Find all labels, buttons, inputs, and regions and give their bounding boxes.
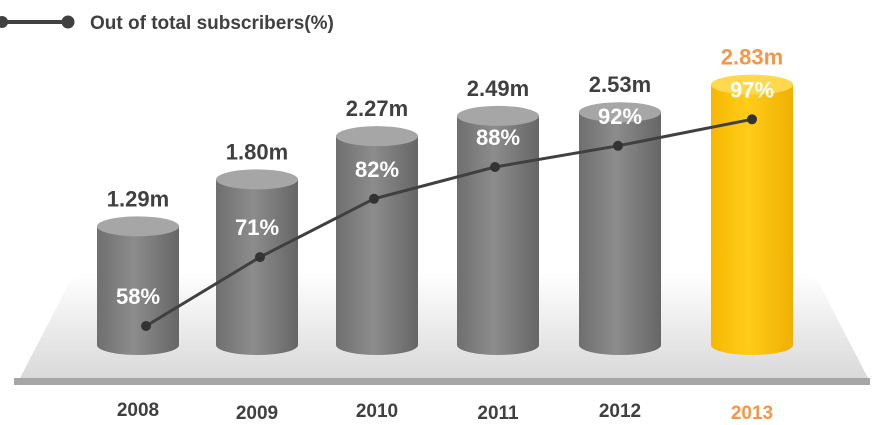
category-label-2008: 2008 — [117, 400, 159, 421]
bar-top-2011 — [457, 106, 539, 126]
category-label-2012: 2012 — [599, 401, 641, 422]
percent-point-2010 — [369, 194, 379, 204]
value-label-2008: 1.29m — [107, 186, 169, 211]
value-label-2009: 1.80m — [226, 139, 288, 164]
percent-label-2011: 88% — [476, 125, 520, 150]
value-label-2013: 2.83m — [721, 45, 783, 70]
value-label-2011: 2.49m — [467, 76, 529, 101]
percent-label-2010: 82% — [355, 157, 399, 182]
percent-point-2011 — [490, 162, 500, 172]
bar-top-2008 — [97, 216, 179, 236]
percent-label-2013: 97% — [730, 77, 774, 102]
bar-top-2009 — [216, 169, 298, 189]
percent-point-2012 — [613, 141, 623, 151]
percent-point-2009 — [255, 252, 265, 262]
legend-label: Out of total subscribers(%) — [90, 13, 334, 34]
percent-label-2008: 58% — [116, 284, 160, 309]
bar-body-2011 — [457, 116, 539, 355]
bar-2009 — [216, 169, 298, 355]
category-label-2013: 2013 — [731, 403, 773, 424]
category-label-2010: 2010 — [356, 401, 398, 422]
value-label-2012: 2.53m — [589, 72, 651, 97]
percent-point-2013 — [747, 114, 757, 124]
percent-label-2012: 92% — [598, 104, 642, 129]
category-label-2009: 2009 — [236, 403, 278, 424]
percent-point-2008 — [141, 321, 151, 331]
bar-body-2009 — [216, 179, 298, 355]
value-label-2010: 2.27m — [346, 96, 408, 121]
percent-label-2009: 71% — [235, 215, 279, 240]
bar-top-2010 — [336, 126, 418, 146]
category-label-2011: 2011 — [477, 403, 519, 424]
legend: Out of total subscribers(%) — [0, 13, 334, 34]
